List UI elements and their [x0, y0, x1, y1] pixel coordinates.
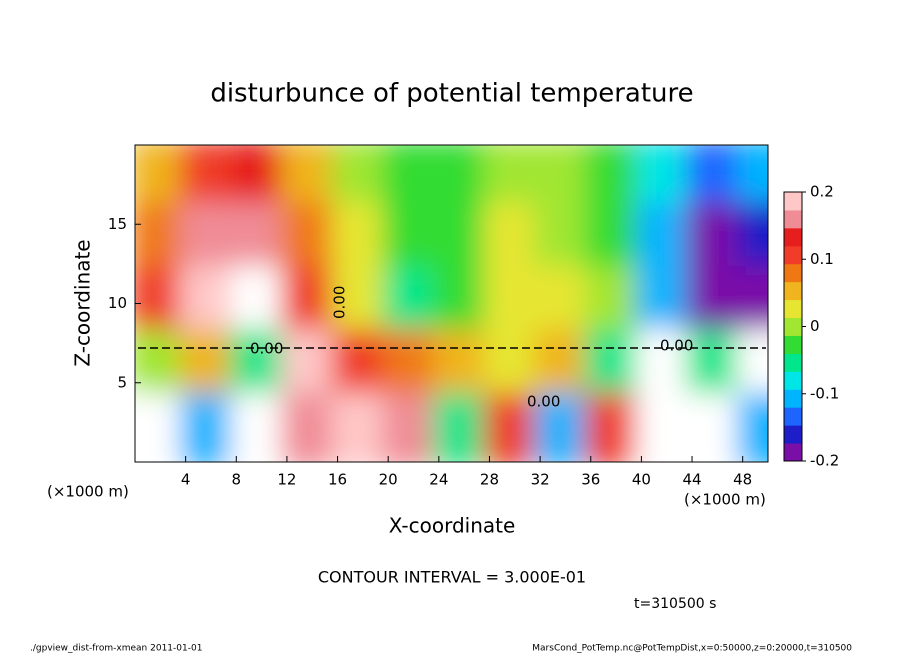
x-axis-label: X-coordinate — [389, 514, 516, 538]
x-unit: (×1000 m) — [47, 483, 129, 501]
field — [135, 145, 768, 462]
colorbar-tick-label: -0.1 — [810, 384, 839, 402]
colorbar-swatch — [784, 227, 802, 247]
colorbar-swatch — [784, 245, 802, 265]
colorbar-swatch — [784, 335, 802, 354]
x-tick-label: 8 — [232, 471, 242, 489]
colorbar-swatch — [784, 317, 802, 336]
contour-label: 0.00 — [331, 286, 349, 319]
colorbar-swatch — [784, 407, 802, 426]
cell — [736, 202, 768, 278]
contour-label: 0.00 — [250, 340, 283, 358]
colorbar-swatch — [784, 192, 802, 211]
x-tick-label: 24 — [429, 471, 448, 489]
y-axis-label: Z-coordinate — [71, 239, 95, 366]
cell — [736, 265, 768, 342]
cells — [135, 145, 768, 462]
colorbar-swatch — [784, 209, 802, 229]
colorbar-swatch — [784, 371, 802, 390]
colorbar-swatch — [784, 389, 802, 408]
colorbar-tick-label: 0.1 — [810, 250, 834, 268]
colorbar-swatch — [784, 263, 802, 283]
colorbar-swatch — [784, 443, 802, 462]
cell — [736, 392, 768, 462]
colorbar-swatch — [784, 353, 802, 372]
x-tick-label: 32 — [531, 471, 550, 489]
x-tick-label: 44 — [682, 471, 701, 489]
colorbar-tick-label: -0.2 — [810, 452, 839, 470]
y-tick-label: 10 — [108, 294, 127, 312]
colorbar-tick-label: 0.2 — [810, 183, 834, 201]
colorbar-swatch — [784, 425, 802, 444]
colorbar-tick-label: 0 — [810, 317, 820, 335]
time-label: t=310500 s — [634, 596, 716, 612]
footer-left: ./gpview_dist-from-xmean 2011-01-01 — [30, 644, 202, 654]
x-tick-label: 20 — [379, 471, 398, 489]
x-unit: (×1000 m) — [684, 491, 766, 509]
footer-right: MarsCond_PotTemp.nc@PotTempDist,x=0:5000… — [532, 644, 852, 654]
contour-label: 0.00 — [660, 337, 693, 355]
x-tick-label: 12 — [277, 471, 296, 489]
y-tick-label: 15 — [108, 215, 127, 233]
x-tick-label: 28 — [480, 471, 499, 489]
contour-info: CONTOUR INTERVAL = 3.000E-01 — [318, 568, 586, 587]
y-tick-label: 5 — [117, 373, 127, 391]
x-tick-label: 48 — [733, 471, 752, 489]
chart-title: disturbunce of potential temperature — [210, 79, 693, 109]
cell — [736, 329, 768, 405]
x-tick-label: 40 — [632, 471, 651, 489]
x-tick-label: 4 — [181, 471, 191, 489]
colorbar-swatch — [784, 281, 802, 301]
x-tick-label: 36 — [581, 471, 600, 489]
x-tick-label: 16 — [328, 471, 347, 489]
colorbar-swatch — [784, 299, 802, 319]
contour-label: 0.00 — [527, 393, 560, 411]
